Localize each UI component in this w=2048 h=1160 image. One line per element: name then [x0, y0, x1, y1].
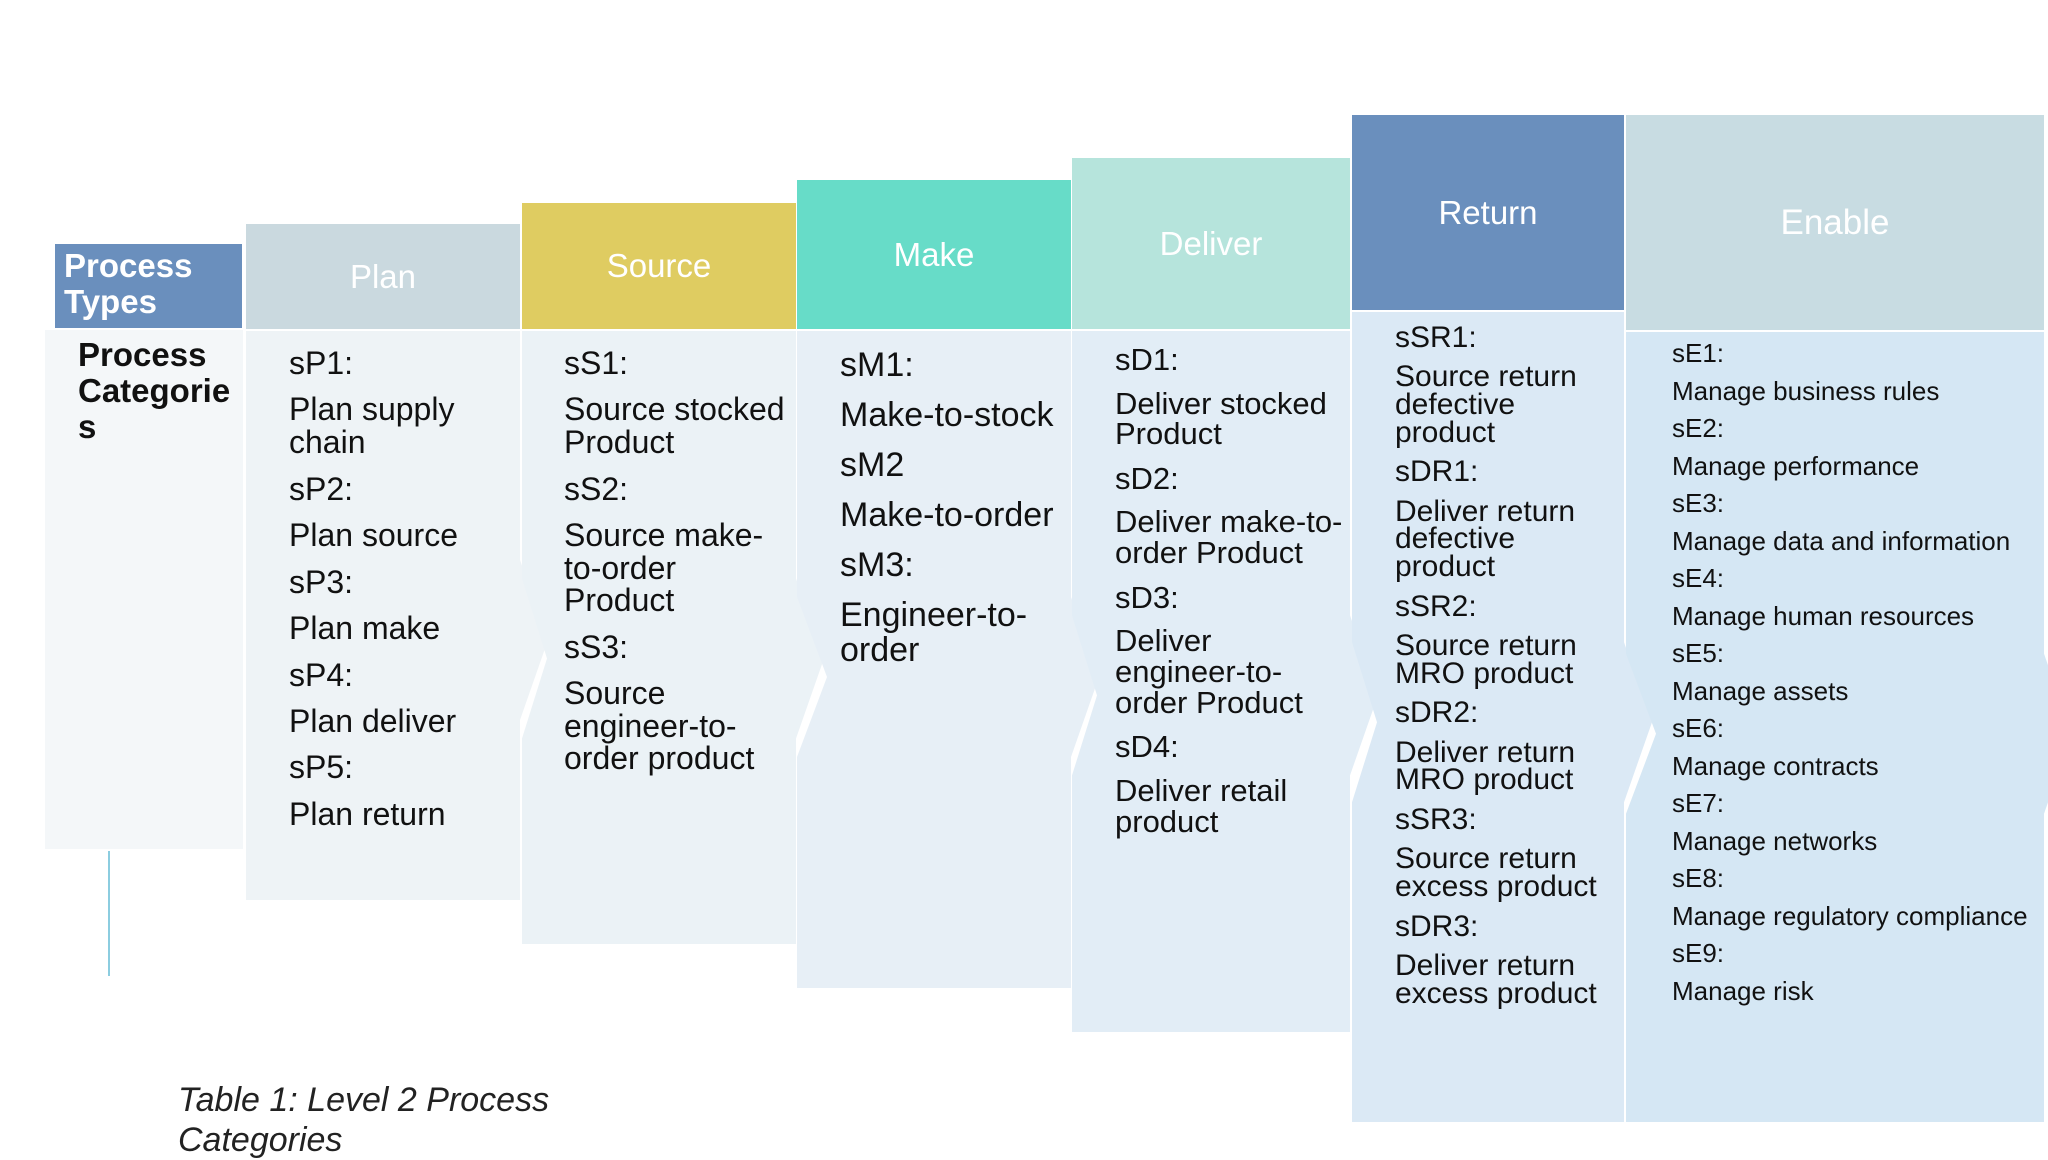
- enable-item: sE6:: [1672, 713, 1725, 743]
- enable-item: sE2:: [1672, 413, 1725, 443]
- plan-item: sP5:: [289, 749, 354, 786]
- source-header: Source: [522, 203, 796, 329]
- return-item: sDR2:: [1395, 696, 1479, 730]
- process-categories-label: Process Categories: [78, 336, 231, 445]
- source-column-body: [522, 331, 824, 944]
- plan-item: sP3:: [289, 563, 354, 600]
- enable-item: Manage risk: [1672, 975, 1814, 1006]
- deliver-item: sD1:: [1115, 342, 1179, 377]
- deliver-item: Deliver retail product: [1115, 772, 1288, 839]
- enable-item: sE9:: [1672, 938, 1725, 968]
- make-item: sM1:: [840, 346, 914, 384]
- return-item: Deliver return MRO product: [1395, 735, 1576, 797]
- plan-item: sP2:: [289, 470, 354, 507]
- plan-item: sP4:: [289, 656, 354, 693]
- enable-column-body: [1626, 332, 2048, 1122]
- return-item: Source return MRO product: [1395, 629, 1577, 690]
- make-item: Make-to-stock: [840, 395, 1054, 434]
- return-item: Source return excess product: [1395, 842, 1597, 904]
- deliver-chevron-shape: [1072, 331, 1378, 1032]
- enable-item: Manage business rules: [1672, 375, 1940, 406]
- source-item: sS1:: [564, 345, 629, 381]
- make-item: sM2: [840, 446, 905, 484]
- return-item: Source return defective product: [1395, 360, 1577, 449]
- deliver-item: sD2:: [1115, 460, 1179, 496]
- process-categories-cell: [45, 330, 243, 849]
- deliver-item: sD3:: [1115, 579, 1179, 615]
- make-column-body: [797, 331, 1099, 988]
- enable-items: sE1: Manage business rules sE2: Manage perf…: [1672, 335, 2040, 1010]
- plan-item: Plan source: [289, 517, 458, 553]
- deliver-item: Deliver make-to-order Product: [1115, 504, 1343, 571]
- plan-item: Plan supply chain: [289, 391, 455, 461]
- enable-item: sE1:: [1672, 338, 1725, 368]
- plan-item: Plan deliver: [289, 702, 457, 739]
- source-items: sS1: Source stocked Product sS2: Source mak…: [564, 340, 792, 782]
- make-item: sM3:: [840, 546, 914, 584]
- enable-item: sE4:: [1672, 563, 1725, 593]
- make-chevron-shape: [797, 331, 1099, 988]
- return-item: sSR2:: [1395, 589, 1477, 623]
- plan-column-body: [246, 331, 548, 900]
- deliver-column-body: [1072, 331, 1378, 1032]
- plan-item: Plan make: [289, 609, 441, 646]
- enable-item: sE5:: [1672, 638, 1725, 668]
- plan-item: sP1:: [289, 345, 354, 381]
- enable-item: Manage assets: [1672, 675, 1849, 706]
- make-item: Make-to-order: [840, 495, 1054, 534]
- return-item: Deliver return defective product: [1395, 494, 1576, 584]
- source-item: sS3:: [564, 628, 629, 665]
- enable-item: sE8:: [1672, 863, 1725, 893]
- return-column-body: [1352, 312, 1652, 1122]
- process-types-header: Process Types: [55, 244, 242, 328]
- enable-item: Manage human resources: [1672, 600, 1975, 631]
- table-caption: Table 1: Level 2 Process Categories: [178, 1081, 550, 1159]
- return-item: sSR3:: [1395, 802, 1477, 836]
- return-header: Return: [1352, 115, 1624, 310]
- enable-item: sE7:: [1672, 788, 1725, 818]
- source-item: Source stocked Product: [564, 391, 785, 461]
- return-item: sDR1:: [1395, 455, 1479, 489]
- deliver-item: Deliver stocked Product: [1115, 385, 1327, 452]
- return-item: Deliver return excess product: [1395, 949, 1597, 1010]
- enable-chevron-shape: [1626, 332, 2048, 1122]
- return-item: sDR3:: [1395, 909, 1479, 943]
- source-item: Source make-to-order Product: [564, 517, 764, 619]
- plan-chevron-shape: [246, 331, 548, 900]
- return-items: sSR1: Source return defective product sDR1…: [1395, 318, 1620, 1013]
- enable-item: Manage contracts: [1672, 750, 1879, 781]
- source-item: sS2:: [564, 470, 629, 507]
- deliver-item: Deliver engineer-to-order Product: [1115, 623, 1303, 720]
- return-chevron-shape: [1352, 312, 1652, 1122]
- return-item: sSR1:: [1395, 321, 1477, 354]
- plan-item: Plan return: [289, 795, 446, 832]
- deliver-item: sD4:: [1115, 729, 1179, 765]
- enable-header: Enable: [1626, 115, 2044, 330]
- vertical-divider-line: [108, 851, 110, 976]
- deliver-header: Deliver: [1072, 158, 1350, 329]
- plan-items: sP1: Plan supply chain sP2: Plan source sP3:…: [289, 340, 516, 837]
- enable-item: Manage regulatory compliance: [1672, 900, 2028, 931]
- source-item: Source engineer-to-order product: [564, 675, 755, 777]
- make-item: Engineer-to-order: [840, 595, 1028, 669]
- enable-item: sE3:: [1672, 488, 1725, 518]
- make-header: Make: [797, 180, 1071, 329]
- make-items: sM1: Make-to-stock sM2 Make-to-order sM3: Eng…: [840, 340, 1067, 675]
- enable-item: Manage data and information: [1672, 525, 2011, 556]
- plan-header: Plan: [246, 224, 520, 329]
- deliver-items: sD1: Deliver stocked Product sD2: Deliver m…: [1115, 338, 1346, 844]
- source-chevron-shape: [522, 331, 824, 944]
- enable-item: Manage networks: [1672, 825, 1878, 856]
- enable-item: Manage performance: [1672, 450, 1920, 481]
